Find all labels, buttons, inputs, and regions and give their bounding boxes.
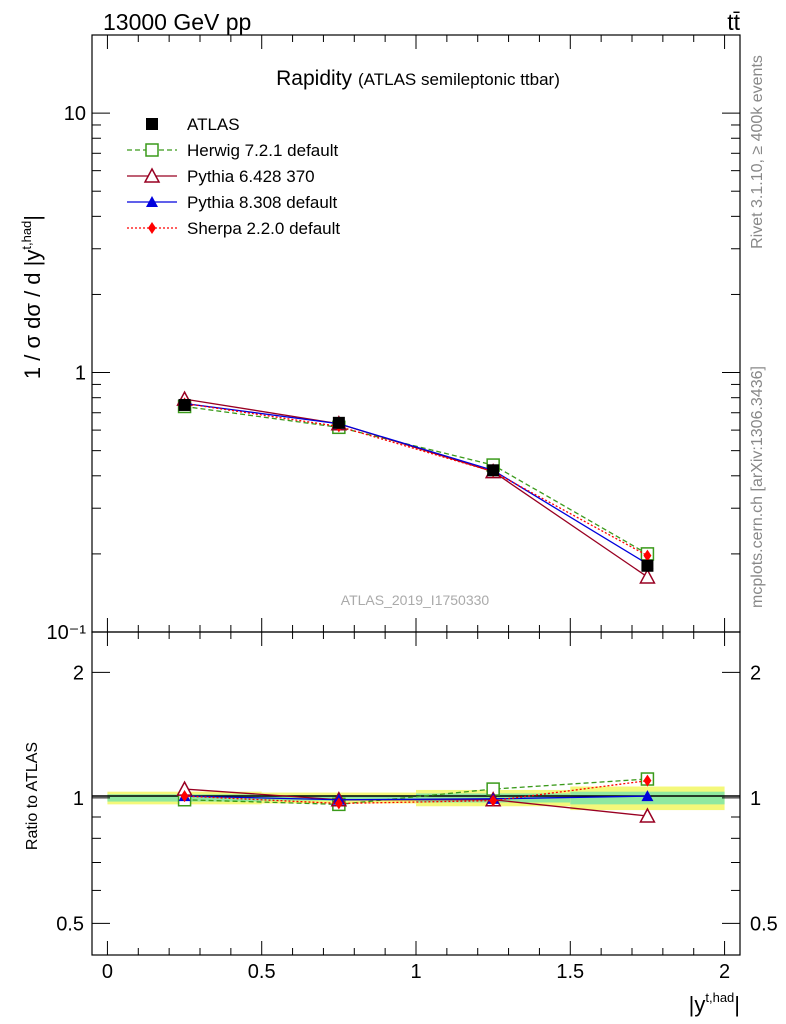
ratio-point-sherpa-2-2-0-default [643,774,652,787]
x-tick-label: 2 [719,961,730,983]
point-pythia-6-428-370 [639,568,656,584]
legend-label-sherpa-2-2-0-default: Sherpa 2.2.0 default [187,219,340,238]
point-atlas [641,559,654,572]
legend-label-atlas: ATLAS [187,115,240,134]
point-atlas [178,398,191,411]
legend-label-herwig-7-2-1-default: Herwig 7.2.1 default [187,141,338,160]
x-tick-label: 1 [410,961,421,983]
ratio-line-herwig-7-2-1-default [184,778,648,806]
energy-label: 13000 GeV pp [103,9,251,35]
point-atlas [487,464,500,477]
ratio-series-group [176,772,656,823]
ratio-point-pythia-8-308-default [641,790,654,802]
ratio-plot-panel: 2 2 1 1 0.5 0.5 0 0.5 1 1.5 2 [56,631,778,983]
ratio-point-sherpa-2-2-0-default [334,797,343,810]
ratio-axis-ticks [92,632,740,955]
chart-title: Rapidity (ATLAS semileptonic ttbar) [276,67,560,90]
mcplots-label: mcplots.cern.ch [arXiv:1306.3436] [749,366,766,608]
legend-label-pythia-8-308-default: Pythia 8.308 default [187,193,338,212]
ratio-line-sherpa-2-2-0-default [184,780,648,805]
ratio-frame [91,631,741,956]
ratio-y-axis-label: Ratio to ATLAS [24,742,41,850]
x-axis-label: |yt,had| [689,990,740,1017]
chart-subtitle: (ATLAS semileptonic ttbar) [358,70,560,89]
ratio-point-sherpa-2-2-0-default [489,794,498,807]
x-tick-label: 0.5 [248,961,276,983]
ratio-y-tick-label-right: 0.5 [750,913,778,935]
main-series-group [176,390,656,584]
series-line-herwig-7-2-1-default [184,405,648,555]
series-line-sherpa-2-2-0-default [184,402,648,557]
x-tick-labels: 0 0.5 1 1.5 2 [102,961,730,983]
ratio-y-tick-labels: 2 2 1 1 0.5 0.5 [56,662,778,935]
ratio-y-tick-label-right: 2 [750,662,761,684]
chart-title-main: Rapidity [276,67,352,90]
point-atlas [332,416,345,429]
point-sherpa-2-2-0-default [643,549,652,562]
ratio-y-tick-label-left: 0.5 [56,913,84,935]
main-y-tick-label: 10 [64,103,86,125]
ratio-y-tick-label-right: 1 [750,788,761,810]
ratio-point-pythia-6-428-370 [639,807,656,823]
legend-marker-pythia-8-308-default [146,196,158,207]
legend-marker-herwig-7-2-1-default [145,143,159,157]
analysis-watermark: ATLAS_2019_I1750330 [341,592,490,608]
legend-label-pythia-6-428-370: Pythia 6.428 370 [187,167,315,186]
legend: ATLAS Herwig 7.2.1 default Pythia 6.428 37… [127,115,340,238]
ratio-line-pythia-8-308-default [184,795,648,801]
legend-marker-pythia-6-428-370 [143,167,161,183]
legend-marker-atlas [146,118,158,130]
ratio-point-sherpa-2-2-0-default [180,790,189,803]
ratio-y-tick-label-left: 1 [73,788,84,810]
process-label: tt̄ [727,9,740,35]
x-tick-label: 0 [102,961,113,983]
legend-marker-sherpa-2-2-0-default [148,222,156,234]
x-tick-label: 1.5 [556,961,584,983]
main-y-tick-labels: 10 1 10⁻¹ [47,103,87,644]
ratio-y-tick-label-left: 2 [73,662,84,684]
main-y-tick-label: 1 [75,363,86,385]
main-plot-panel: 10 1 10⁻¹ [47,34,741,644]
main-y-axis-label: 1 / σ dσ / d |yt,had| [19,215,45,379]
main-y-tick-label: 10⁻¹ [47,622,87,644]
rivet-label: Rivet 3.1.10, ≥ 400k events [749,55,766,249]
series-line-pythia-8-308-default [184,402,648,565]
